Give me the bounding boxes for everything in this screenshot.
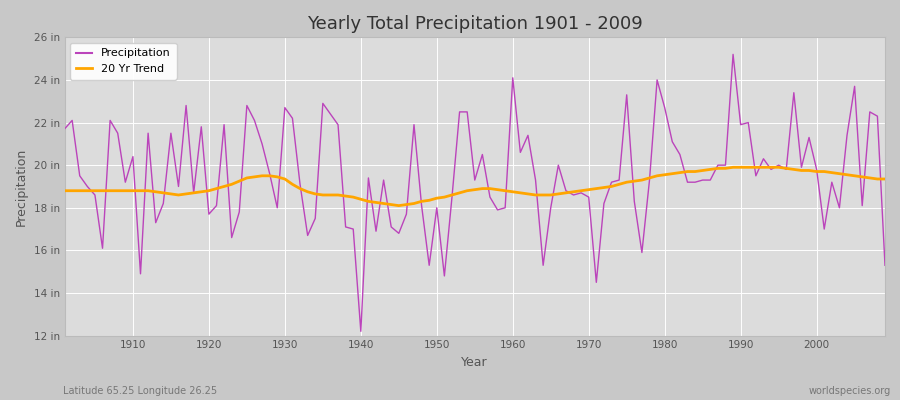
Legend: Precipitation, 20 Yr Trend: Precipitation, 20 Yr Trend: [70, 43, 176, 80]
Title: Yearly Total Precipitation 1901 - 2009: Yearly Total Precipitation 1901 - 2009: [307, 15, 643, 33]
Text: worldspecies.org: worldspecies.org: [809, 386, 891, 396]
Y-axis label: Precipitation: Precipitation: [15, 147, 28, 226]
X-axis label: Year: Year: [462, 356, 488, 369]
Text: Latitude 65.25 Longitude 26.25: Latitude 65.25 Longitude 26.25: [63, 386, 217, 396]
